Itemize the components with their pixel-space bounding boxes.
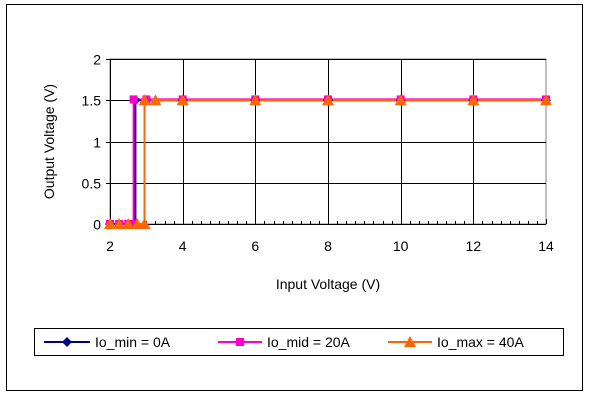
axes: 0 0.5 1 1.5 2 2 4 6 8 10 12 14 xyxy=(82,52,554,255)
x-axis-title: Input Voltage (V) xyxy=(276,276,380,292)
legend-label-2: Io_mid = 20A xyxy=(267,334,351,350)
legend-label-3: Io_max = 40A xyxy=(437,334,524,350)
series-3-point xyxy=(176,94,189,106)
series-3-point xyxy=(113,218,126,229)
series-3-point xyxy=(138,218,151,229)
series-3-point xyxy=(104,218,116,229)
legend-marker-2 xyxy=(236,338,244,346)
x-tick-label: 10 xyxy=(393,238,409,254)
legend: Io_min = 0A Io_mid = 20A Io_max = 40A xyxy=(44,334,524,350)
series-3-point xyxy=(394,94,407,106)
x-tick-label: 8 xyxy=(324,238,332,254)
legend-box xyxy=(34,328,564,356)
legend-marker-1 xyxy=(62,337,72,347)
y-axis-title: Output Voltage (V) xyxy=(41,84,57,199)
series-3-point xyxy=(540,94,552,106)
series-3-point xyxy=(322,94,334,106)
series-2-point xyxy=(129,95,138,104)
series-3-point xyxy=(138,94,151,106)
y-tick-label: 1.5 xyxy=(82,93,102,109)
series-3-point xyxy=(467,94,480,106)
x-tick-label: 12 xyxy=(466,238,482,254)
x-tick-label: 2 xyxy=(106,238,114,254)
legend-label-1: Io_min = 0A xyxy=(95,334,171,350)
y-tick-label: 2 xyxy=(93,52,101,68)
series-3-point xyxy=(149,94,162,106)
y-tick-label: 1 xyxy=(93,135,101,151)
marker-layer xyxy=(104,94,552,229)
y-tick-label: 0.5 xyxy=(82,176,102,192)
x-tick-label: 4 xyxy=(179,238,187,254)
x-tick-label: 14 xyxy=(538,238,554,254)
x-tick-label: 6 xyxy=(251,238,259,254)
y-tick-label: 0 xyxy=(93,217,101,233)
series-3-point xyxy=(249,94,262,106)
series-2-point xyxy=(129,220,138,228)
series-3-point xyxy=(122,218,135,229)
legend-marker-3 xyxy=(404,336,416,347)
